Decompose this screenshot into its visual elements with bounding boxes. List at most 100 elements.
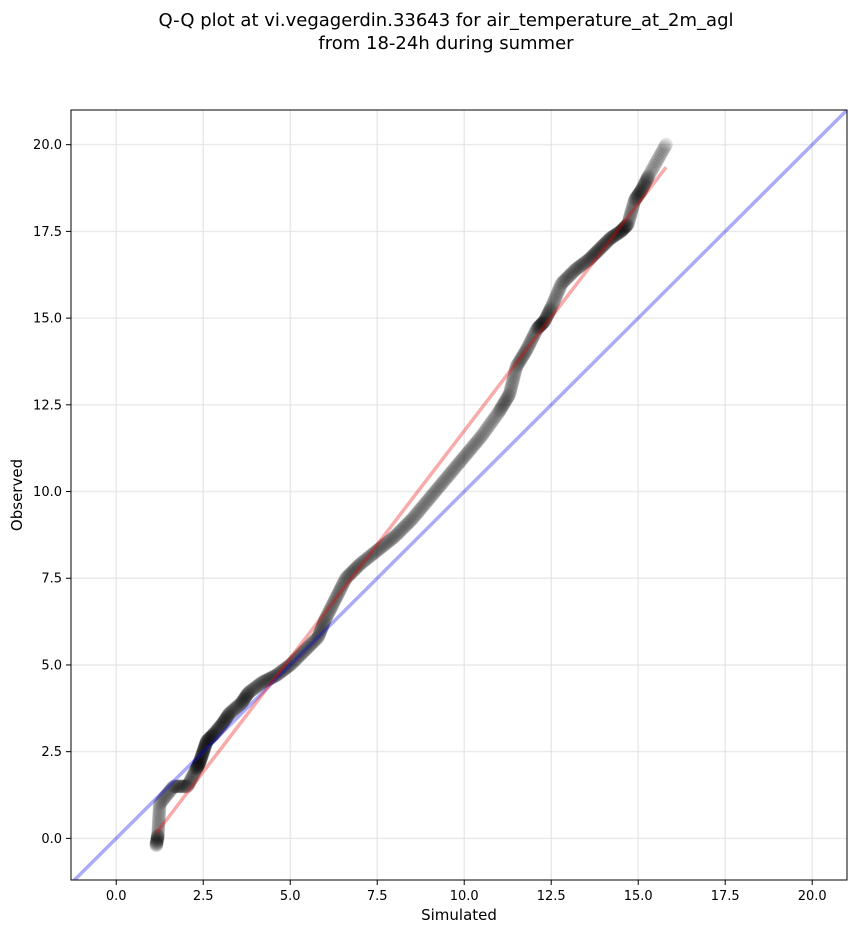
qq-point [618, 220, 633, 235]
qq-point [597, 236, 612, 251]
y-axis-label: Observed [8, 459, 26, 531]
qq-point [186, 768, 201, 783]
qq-point [233, 697, 248, 712]
qq-point [248, 680, 263, 695]
qq-point [449, 458, 464, 473]
qq-point [283, 657, 298, 672]
qq-point [192, 755, 207, 770]
qq-point [496, 396, 511, 411]
qq-point [150, 829, 165, 844]
qq-point [271, 667, 286, 682]
qq-point [282, 658, 297, 673]
qq-point [159, 788, 174, 803]
qq-point [421, 492, 436, 507]
qq-point [197, 739, 212, 754]
qq-point [536, 315, 551, 330]
qq-point [286, 655, 301, 670]
qq-point [310, 630, 325, 645]
qq-point [606, 229, 621, 244]
qq-point [351, 558, 366, 573]
qq-point [411, 505, 426, 520]
qq-point [196, 743, 211, 758]
qq-point [381, 534, 396, 549]
qq-point [356, 554, 371, 569]
qq-point [531, 320, 546, 335]
qq-point [545, 298, 560, 313]
qq-point [493, 402, 508, 417]
qq-point [508, 365, 523, 380]
qq-point [291, 649, 306, 664]
qq-point [309, 631, 324, 646]
qq-point [618, 219, 633, 234]
qq-point [220, 709, 235, 724]
qq-point [597, 237, 612, 252]
qq-point [194, 751, 209, 766]
qq-point [551, 283, 566, 298]
qq-point [488, 409, 503, 424]
qq-point [538, 312, 553, 327]
qq-point [152, 798, 167, 813]
qq-point [211, 721, 226, 736]
qq-point [151, 827, 166, 842]
qq-point [484, 414, 499, 429]
qq-point [152, 802, 167, 817]
qq-point [195, 748, 210, 763]
qq-point [180, 779, 195, 794]
qq-point [498, 393, 513, 408]
qq-point [468, 436, 483, 451]
qq-point [399, 517, 414, 532]
qq-point [527, 326, 542, 341]
qq-point [548, 291, 563, 306]
qq-point [328, 592, 343, 607]
qq-point [210, 722, 225, 737]
qq-point [197, 741, 212, 756]
qq-point [621, 216, 636, 231]
qq-point [609, 227, 624, 242]
qq-point [204, 729, 219, 744]
qq-point [639, 172, 654, 187]
qq-point [456, 450, 471, 465]
qq-point [377, 537, 392, 552]
qq-point [367, 545, 382, 560]
qq-point [203, 730, 218, 745]
qq-point [208, 725, 223, 740]
qq-point [455, 451, 470, 466]
qq-point [212, 720, 227, 735]
qq-point [347, 563, 362, 578]
qq-point [375, 538, 390, 553]
qq-point [321, 605, 336, 620]
qq-point [243, 683, 258, 698]
qq-point [218, 712, 233, 727]
y-tick-label-0: 0.0 [41, 832, 62, 847]
qq-point [430, 481, 445, 496]
qq-point [257, 674, 272, 689]
qq-point [150, 829, 165, 844]
qq-point [559, 272, 574, 287]
qq-point [254, 676, 269, 691]
qq-point [264, 670, 279, 685]
qq-point [236, 693, 251, 708]
qq-point [343, 566, 358, 581]
qq-point [405, 512, 420, 527]
qq-point [566, 264, 581, 279]
qq-point [164, 782, 179, 797]
x-axis: 0.0 2.5 5.0 7.5 10.0 12.5 15.0 17.5 20.0 [106, 880, 827, 904]
qq-point [588, 245, 603, 260]
x-tick-label-8: 20.0 [798, 889, 827, 904]
qq-point [217, 713, 232, 728]
qq-point [542, 304, 557, 319]
qq-point [604, 230, 619, 245]
qq-point [191, 757, 206, 772]
qq-point [598, 236, 613, 251]
qq-point [628, 192, 643, 207]
qq-point [520, 342, 535, 357]
qq-point [262, 671, 277, 686]
qq-point [266, 669, 281, 684]
x-tick-label-0: 0.0 [106, 889, 127, 904]
qq-point [311, 628, 326, 643]
qq-point [314, 622, 329, 637]
qq-point [202, 731, 217, 746]
qq-point [255, 675, 270, 690]
qq-point [632, 185, 647, 200]
